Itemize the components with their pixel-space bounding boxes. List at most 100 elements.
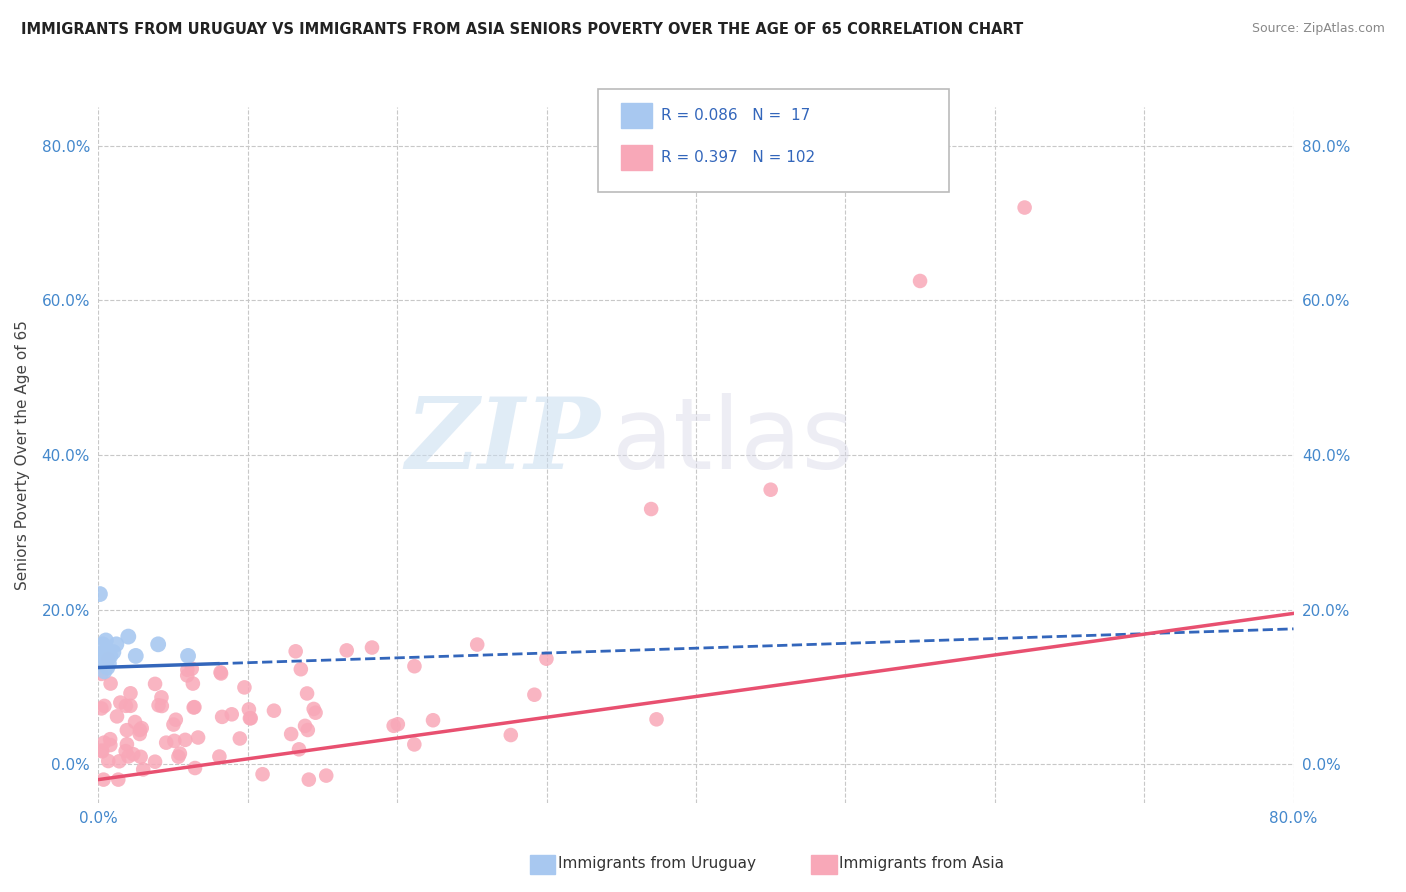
Point: [90, 701, 112, 715]
Point: [97, 754, 120, 768]
Point: [100, 648, 122, 663]
Text: Immigrants from Uruguay: Immigrants from Uruguay: [558, 856, 756, 871]
Point: [302, 702, 325, 716]
Text: R = 0.086   N =  17: R = 0.086 N = 17: [661, 109, 810, 123]
Text: R = 0.397   N = 102: R = 0.397 N = 102: [661, 151, 815, 165]
Text: IMMIGRANTS FROM URUGUAY VS IMMIGRANTS FROM ASIA SENIORS POVERTY OVER THE AGE OF : IMMIGRANTS FROM URUGUAY VS IMMIGRANTS FR…: [21, 22, 1024, 37]
Text: atlas: atlas: [613, 392, 853, 490]
Point: [122, 747, 145, 761]
Point: [114, 744, 136, 758]
Point: [169, 747, 191, 761]
Point: [263, 704, 285, 718]
Point: [120, 698, 142, 713]
Point: [176, 668, 198, 682]
Point: [221, 707, 243, 722]
Point: [110, 696, 132, 710]
Point: [93, 772, 115, 787]
Point: [90, 648, 112, 663]
Point: [93, 645, 115, 659]
Point: [124, 714, 146, 729]
Point: [148, 698, 170, 713]
Point: [97, 657, 120, 671]
Point: [211, 710, 233, 724]
Point: [239, 711, 262, 725]
Point: [128, 727, 150, 741]
Y-axis label: Seniors Poverty Over the Age of 65: Seniors Poverty Over the Age of 65: [15, 320, 31, 590]
Point: [93, 698, 115, 713]
Point: [209, 665, 232, 680]
Point: [165, 713, 187, 727]
Point: [465, 638, 488, 652]
Point: [908, 274, 931, 288]
Point: [125, 648, 148, 663]
Point: [180, 662, 202, 676]
Point: [1014, 201, 1036, 215]
Point: [143, 677, 166, 691]
Point: [163, 734, 186, 748]
Point: [128, 723, 150, 737]
Point: [184, 761, 207, 775]
Point: [187, 731, 209, 745]
Point: [387, 717, 409, 731]
Point: [280, 727, 302, 741]
Point: [640, 502, 662, 516]
Point: [404, 738, 426, 752]
Point: [229, 731, 252, 746]
Point: [382, 719, 405, 733]
Point: [315, 768, 337, 782]
Text: ZIP: ZIP: [405, 392, 600, 489]
Point: [115, 723, 138, 738]
Point: [290, 662, 312, 676]
Point: [103, 645, 125, 659]
Point: [129, 749, 152, 764]
Point: [155, 736, 177, 750]
Point: [208, 749, 231, 764]
Point: [132, 763, 155, 777]
Point: [304, 706, 326, 720]
Point: [108, 754, 131, 768]
Point: [115, 737, 138, 751]
Point: [89, 587, 111, 601]
Point: [98, 732, 121, 747]
Point: [90, 743, 112, 757]
Point: [295, 686, 318, 700]
Point: [120, 686, 142, 700]
Point: [131, 721, 153, 735]
Point: [100, 676, 122, 690]
Point: [97, 652, 120, 666]
Point: [297, 723, 319, 737]
Point: [150, 698, 173, 713]
Point: [91, 744, 114, 758]
Point: [174, 732, 197, 747]
Point: [177, 648, 200, 663]
Point: [422, 713, 444, 727]
Point: [759, 483, 782, 497]
Point: [90, 666, 112, 681]
Point: [96, 660, 118, 674]
Point: [94, 633, 117, 648]
Point: [361, 640, 384, 655]
Point: [288, 742, 311, 756]
Point: [117, 630, 139, 644]
Point: [117, 749, 139, 764]
Point: [183, 700, 205, 714]
Point: [298, 772, 321, 787]
Point: [93, 736, 115, 750]
Point: [143, 755, 166, 769]
Point: [645, 712, 668, 726]
Point: [150, 690, 173, 705]
Point: [100, 738, 122, 752]
Point: [239, 711, 262, 725]
Point: [105, 709, 128, 723]
Point: [91, 657, 114, 671]
Point: [523, 688, 546, 702]
Point: [536, 651, 558, 665]
Point: [181, 676, 204, 690]
Point: [176, 663, 198, 677]
Point: [115, 698, 138, 713]
Point: [105, 637, 128, 651]
Point: [183, 700, 205, 714]
Point: [93, 665, 115, 679]
Point: [167, 749, 190, 764]
Text: Immigrants from Asia: Immigrants from Asia: [839, 856, 1004, 871]
